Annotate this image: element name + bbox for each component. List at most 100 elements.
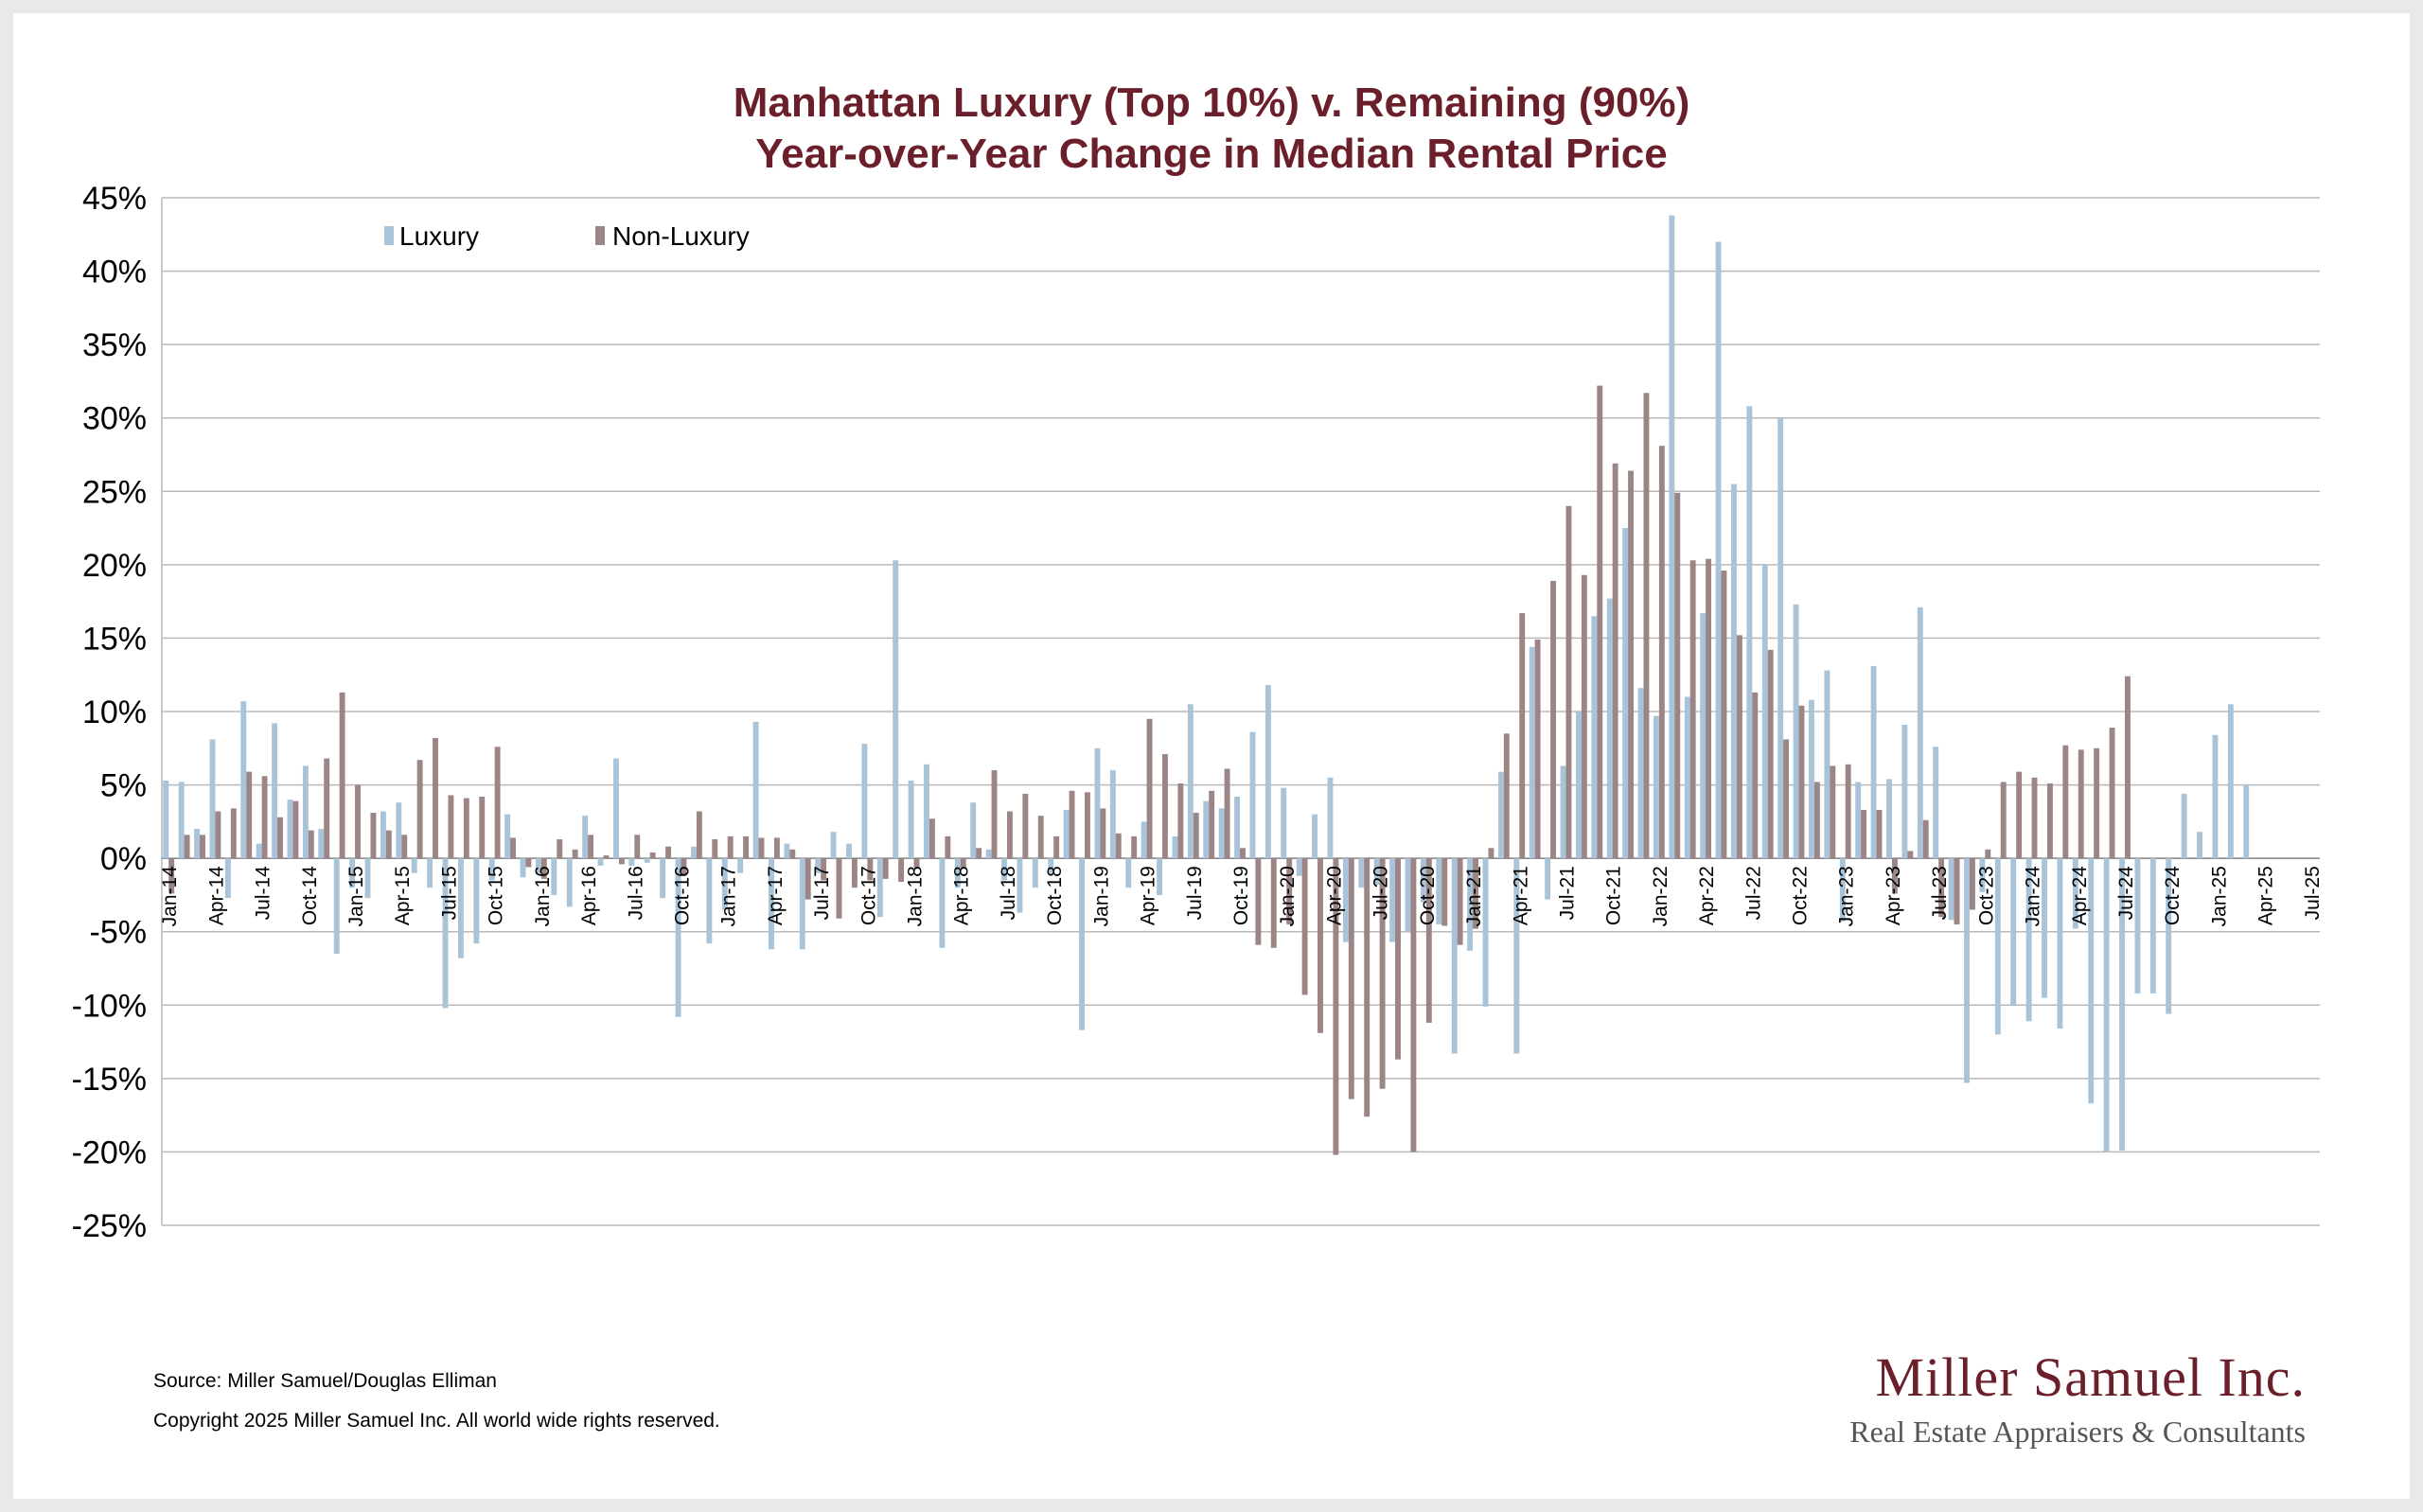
bar-chart: 45% 40% 35% 30% 25% 20% 15% 10% 5% 0% -5% -10% -15% -… [72,181,2324,1244]
luxury-bar [1855,782,1862,859]
non-luxury-bar [540,858,547,879]
x-tick-label: Jan-21 [1463,866,1485,926]
x-tick-label: Jul-25 [2302,866,2324,920]
y-axis-labels: 45% 40% 35% 30% 25% 20% 15% 10% 5% 0% -5% -10% -15% -… [72,181,147,1244]
non-luxury-bar [215,811,221,859]
non-luxury-bar [1395,858,1401,1060]
grid-lines [161,197,2320,1226]
logo-tagline: Real Estate Appraisers & Consultants [1849,1415,2306,1449]
non-luxury-bar [557,838,563,859]
luxury-bar [582,816,589,859]
luxury-bar [737,858,744,873]
luxury-bar [302,765,309,859]
luxury-bar [1281,787,1287,859]
non-luxury-bar [991,770,998,859]
non-luxury-bar [1845,764,1851,859]
non-luxury-bar [1581,574,1587,859]
luxury-bar [1157,858,1163,895]
x-tick-label: Oct-18 [1044,866,1066,925]
luxury-bar [2181,793,2187,859]
non-luxury-bar [1798,705,1805,859]
non-luxury-bar [960,858,966,870]
non-luxury-bar [913,858,920,870]
non-luxury-bar [1938,858,1945,918]
non-luxury-bar [898,858,905,882]
luxury-bar [1979,858,1986,892]
x-tick-label: Jan-18 [905,866,927,926]
y-tick-label: -25% [72,1208,147,1244]
non-luxury-bar [1270,858,1277,948]
non-luxury-bar [510,837,516,859]
x-tick-label: Apr-23 [1883,866,1904,925]
non-luxury-bar [1767,649,1774,859]
luxury-bar [411,858,417,873]
x-tick-label: Oct-16 [671,866,693,925]
non-luxury-bar [851,858,858,888]
x-tick-label: Jan-14 [159,866,181,927]
luxury-bar [1870,665,1877,859]
non-luxury-bar [1146,718,1153,859]
non-luxury-bar [416,760,423,859]
y-tick-label: 10% [82,694,147,730]
luxury-bar [1249,731,1256,859]
luxury-bar [1234,796,1241,859]
non-luxury-bar [308,830,314,859]
non-luxury-bar [976,848,982,859]
luxury-bar [1622,528,1629,859]
luxury-bar [2088,858,2095,1104]
luxury-bar [1513,858,1520,1054]
non-luxury-bar [385,830,392,859]
non-luxury-bar [1783,739,1790,859]
non-luxury-bar [1069,790,1075,859]
luxury-bar [2042,858,2047,998]
luxury-bar [520,858,526,878]
luxury-bar [1451,858,1458,1054]
luxury-bar [272,723,278,859]
x-tick-label: Jan-23 [1836,866,1858,926]
non-luxury-bar [1891,858,1898,894]
luxury-bar [2025,858,2032,1022]
luxury-bar [551,858,557,895]
luxury-bar [349,858,356,888]
non-luxury-bar [634,835,641,859]
non-luxury-bar [1100,808,1106,859]
non-luxury-bar [1628,470,1634,859]
x-tick-label: Apr-17 [765,866,787,925]
x-tick-label: Apr-25 [2255,866,2277,925]
non-luxury-bar [230,808,237,859]
luxury-bar [2197,832,2202,859]
luxury-bar [1761,564,1768,859]
x-tick-label: Jan-20 [1277,866,1299,926]
luxury-bar [1405,858,1411,932]
non-luxury-bar [1441,858,1448,926]
non-luxury-bar [184,835,190,859]
x-tick-label: Oct-20 [1417,866,1439,925]
y-tick-label: 25% [82,474,147,510]
luxury-bar [318,829,325,859]
luxury-bar [1746,406,1753,859]
non-luxury-bar [1318,858,1323,1033]
luxury-bar [1809,699,1814,859]
y-tick-label: 45% [82,181,147,217]
non-luxury-bar [945,835,951,859]
legend-label-non-luxury: Non-Luxury [612,221,750,251]
x-tick-label: Jul-15 [438,866,460,920]
non-luxury-bar [339,692,345,859]
luxury-bar [1560,765,1566,859]
chart-card: Manhattan Luxury (Top 10%) v. Remaining … [13,13,2410,1499]
x-tick-label: Jan-24 [2023,866,2044,927]
luxury-bar [209,739,216,859]
non-luxury-bar [1006,811,1013,859]
luxury-bar [924,764,929,859]
luxury-bar [1079,858,1085,1030]
non-luxury-bar [727,835,734,859]
x-tick-label: Apr-22 [1696,866,1718,925]
non-luxury-bar [1612,463,1618,859]
chart-subtitle: Year-over-Year Change in Median Rental P… [755,131,1668,177]
non-luxury-bar [246,771,253,859]
non-luxury-bar [2124,676,2131,859]
luxury-bar [1342,858,1349,942]
non-luxury-bar [588,835,593,859]
x-tick-label: Apr-21 [1510,866,1531,925]
non-luxury-bar [1922,819,1929,859]
